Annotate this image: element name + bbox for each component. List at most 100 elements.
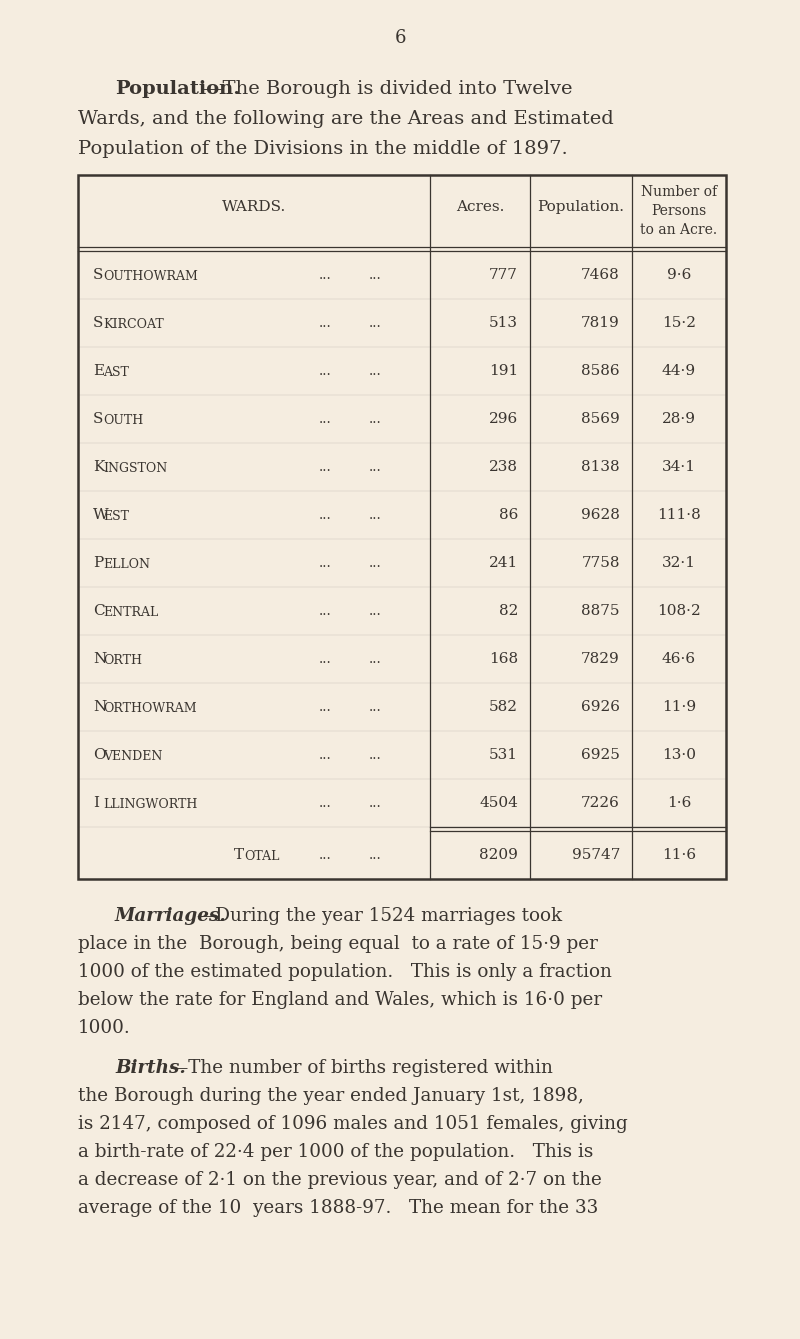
- Text: ENTRAL: ENTRAL: [103, 605, 158, 619]
- Text: VENDEN: VENDEN: [103, 750, 162, 762]
- Text: ...: ...: [318, 700, 331, 714]
- Text: 6925: 6925: [581, 749, 620, 762]
- Text: WARDS.: WARDS.: [222, 200, 286, 214]
- Text: 582: 582: [489, 700, 518, 714]
- Text: ...: ...: [369, 412, 382, 426]
- Text: ...: ...: [318, 316, 331, 329]
- Text: 7819: 7819: [582, 316, 620, 329]
- Text: ...: ...: [369, 507, 382, 522]
- Text: 6: 6: [394, 29, 406, 47]
- Text: 777: 777: [489, 268, 518, 283]
- Text: KIRCOAT: KIRCOAT: [103, 317, 164, 331]
- Text: Marriages.: Marriages.: [115, 907, 226, 925]
- Text: 6926: 6926: [581, 700, 620, 714]
- Text: 15·2: 15·2: [662, 316, 696, 329]
- Text: below the rate for England and Wales, which is 16·0 per: below the rate for England and Wales, wh…: [78, 991, 602, 1010]
- Text: Acres.: Acres.: [456, 200, 504, 214]
- Text: ...: ...: [369, 556, 382, 570]
- Text: ...: ...: [318, 795, 331, 810]
- Text: ...: ...: [369, 749, 382, 762]
- Text: 531: 531: [489, 749, 518, 762]
- Text: 7226: 7226: [581, 795, 620, 810]
- Text: S: S: [93, 268, 103, 283]
- Text: EST: EST: [103, 510, 129, 522]
- Text: 238: 238: [489, 461, 518, 474]
- Text: 11·6: 11·6: [662, 848, 696, 862]
- Text: 296: 296: [489, 412, 518, 426]
- Text: ...: ...: [318, 604, 331, 619]
- Text: Births.: Births.: [115, 1059, 186, 1077]
- Text: ...: ...: [369, 461, 382, 474]
- Text: 46·6: 46·6: [662, 652, 696, 665]
- Text: ...: ...: [369, 700, 382, 714]
- Text: 168: 168: [489, 652, 518, 665]
- Text: ...: ...: [369, 652, 382, 665]
- Text: O: O: [93, 749, 106, 762]
- Text: 86: 86: [498, 507, 518, 522]
- Text: E: E: [93, 364, 104, 378]
- Text: Wards, and the following are the Areas and Estimated: Wards, and the following are the Areas a…: [78, 110, 614, 129]
- Text: —The number of births registered within: —The number of births registered within: [170, 1059, 553, 1077]
- Text: ORTHOWRAM: ORTHOWRAM: [103, 702, 197, 715]
- Text: S: S: [93, 316, 103, 329]
- Text: I: I: [93, 795, 99, 810]
- Text: a decrease of 2·1 on the previous year, and of 2·7 on the: a decrease of 2·1 on the previous year, …: [78, 1172, 602, 1189]
- Text: Number of: Number of: [641, 185, 717, 200]
- Text: ...: ...: [318, 461, 331, 474]
- Text: 44·9: 44·9: [662, 364, 696, 378]
- Text: 95747: 95747: [572, 848, 620, 862]
- Text: 28·9: 28·9: [662, 412, 696, 426]
- Text: a birth-rate of 22·4 per 1000 of the population.   This is: a birth-rate of 22·4 per 1000 of the pop…: [78, 1144, 594, 1161]
- Text: 8875: 8875: [582, 604, 620, 619]
- Text: LLINGWORTH: LLINGWORTH: [103, 798, 198, 810]
- Text: ...: ...: [369, 268, 382, 283]
- Text: ...: ...: [369, 604, 382, 619]
- Text: ...: ...: [369, 795, 382, 810]
- Text: ...: ...: [369, 848, 382, 862]
- Text: ELLON: ELLON: [103, 557, 150, 570]
- Text: Population of the Divisions in the middle of 1897.: Population of the Divisions in the middl…: [78, 141, 568, 158]
- Text: 111·8: 111·8: [657, 507, 701, 522]
- Text: 7468: 7468: [582, 268, 620, 283]
- Text: ...: ...: [318, 848, 331, 862]
- Text: 8569: 8569: [582, 412, 620, 426]
- Text: 1·6: 1·6: [667, 795, 691, 810]
- Bar: [78, 175, 726, 878]
- Text: ...: ...: [318, 507, 331, 522]
- Text: 7829: 7829: [582, 652, 620, 665]
- Text: INGSTON: INGSTON: [103, 462, 167, 474]
- Text: N: N: [93, 700, 106, 714]
- Text: 191: 191: [489, 364, 518, 378]
- Text: ...: ...: [369, 364, 382, 378]
- Text: AST: AST: [103, 366, 129, 379]
- Text: C: C: [93, 604, 105, 619]
- Text: the Borough during the year ended January 1st, 1898,: the Borough during the year ended Januar…: [78, 1087, 584, 1105]
- Text: OUTH: OUTH: [103, 414, 143, 427]
- Text: T: T: [234, 848, 244, 862]
- Text: 82: 82: [498, 604, 518, 619]
- Text: —The Borough is divided into Twelve: —The Borough is divided into Twelve: [203, 80, 573, 98]
- Text: 1000 of the estimated population.   This is only a fraction: 1000 of the estimated population. This i…: [78, 963, 612, 981]
- Text: 32·1: 32·1: [662, 556, 696, 570]
- Text: ...: ...: [318, 556, 331, 570]
- Text: Population.: Population.: [538, 200, 625, 214]
- Text: ...: ...: [318, 364, 331, 378]
- Text: ...: ...: [318, 749, 331, 762]
- Text: ...: ...: [369, 316, 382, 329]
- Text: is 2147, composed of 1096 males and 1051 females, giving: is 2147, composed of 1096 males and 1051…: [78, 1115, 628, 1133]
- Text: OUTHOWRAM: OUTHOWRAM: [103, 269, 198, 283]
- Text: 108·2: 108·2: [657, 604, 701, 619]
- Text: average of the 10  years 1888-97.   The mean for the 33: average of the 10 years 1888-97. The mea…: [78, 1198, 598, 1217]
- Text: 11·9: 11·9: [662, 700, 696, 714]
- Text: 34·1: 34·1: [662, 461, 696, 474]
- Text: K: K: [93, 461, 104, 474]
- Text: to an Acre.: to an Acre.: [641, 224, 718, 237]
- Text: 13·0: 13·0: [662, 749, 696, 762]
- Text: Population.: Population.: [115, 80, 240, 98]
- Text: 1000.: 1000.: [78, 1019, 130, 1036]
- Text: 9·6: 9·6: [667, 268, 691, 283]
- Text: 8138: 8138: [582, 461, 620, 474]
- Text: ...: ...: [318, 268, 331, 283]
- Text: —During the year 1524 marriages took: —During the year 1524 marriages took: [197, 907, 562, 925]
- Text: 4504: 4504: [479, 795, 518, 810]
